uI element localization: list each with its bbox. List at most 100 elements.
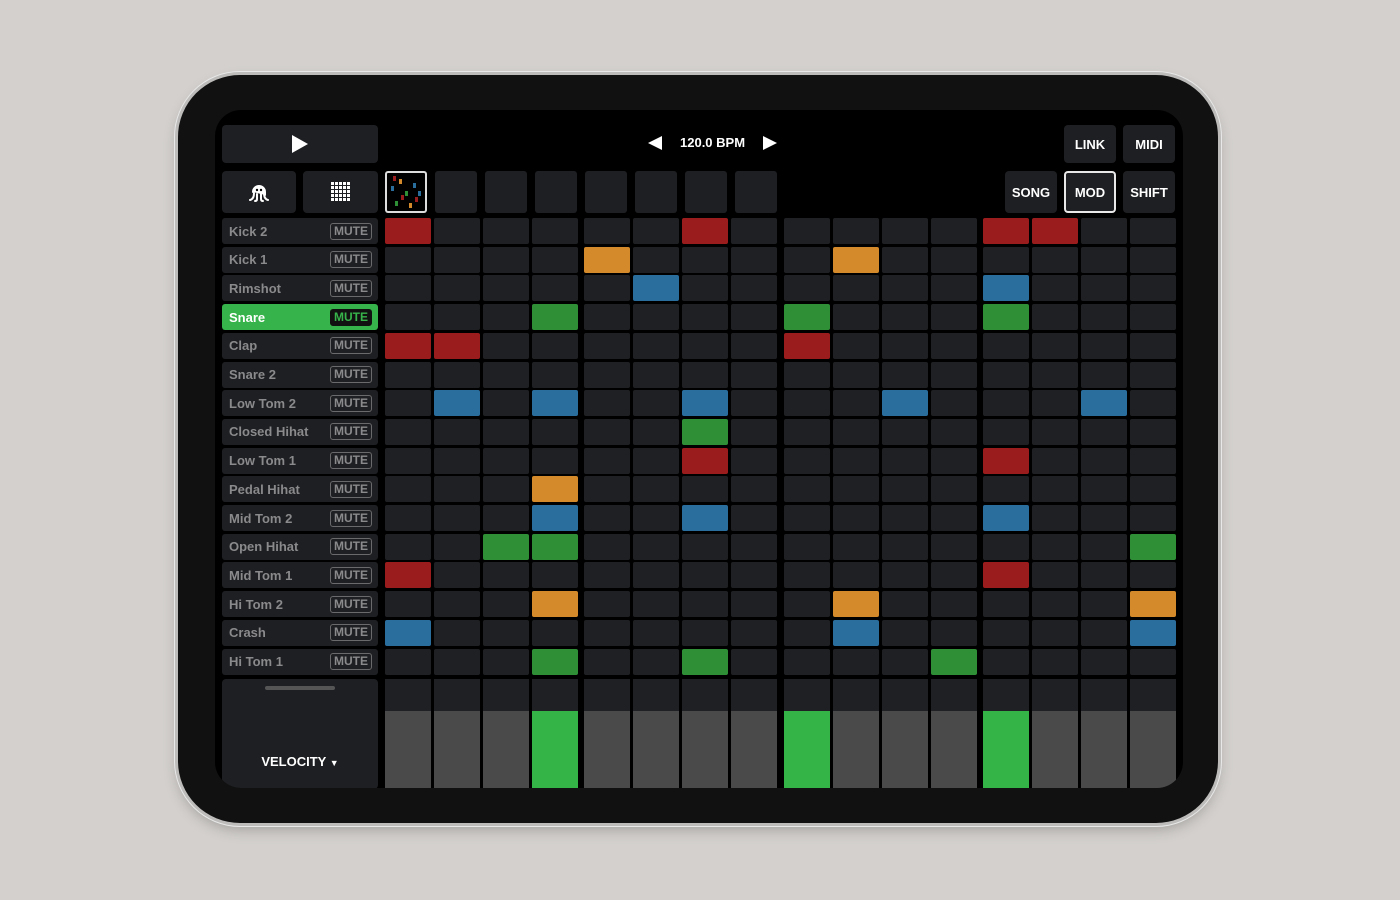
step-cell[interactable] [532, 304, 578, 331]
step-cell[interactable] [1130, 361, 1176, 388]
step-cell[interactable] [931, 418, 977, 445]
octopus-button[interactable] [222, 171, 296, 213]
step-cell[interactable] [532, 619, 578, 646]
step-cell[interactable] [983, 246, 1029, 273]
pattern-slot[interactable] [535, 171, 577, 213]
step-cell[interactable] [682, 476, 728, 503]
step-cell[interactable] [833, 533, 879, 560]
step-cell[interactable] [1081, 246, 1127, 273]
step-cell[interactable] [633, 304, 679, 331]
step-cell[interactable] [731, 505, 777, 531]
step-cell[interactable] [784, 304, 830, 331]
step-cell[interactable] [483, 418, 529, 445]
mute-button[interactable]: MUTE [330, 452, 372, 470]
step-cell[interactable] [1081, 304, 1127, 331]
step-cell[interactable] [633, 476, 679, 503]
mute-button[interactable]: MUTE [330, 566, 372, 584]
step-cell[interactable] [532, 505, 578, 531]
drag-handle[interactable] [265, 686, 335, 690]
step-cell[interactable] [784, 648, 830, 675]
step-cell[interactable] [385, 505, 431, 531]
step-cell[interactable] [532, 275, 578, 302]
step-cell[interactable] [784, 361, 830, 388]
step-cell[interactable] [833, 246, 879, 273]
step-cell[interactable] [833, 390, 879, 417]
step-cell[interactable] [1081, 332, 1127, 359]
track-row[interactable]: Pedal Hihat MUTE [222, 476, 378, 503]
step-cell[interactable] [584, 304, 630, 331]
play-button[interactable] [222, 125, 378, 163]
step-cell[interactable] [682, 505, 728, 531]
step-cell[interactable] [483, 275, 529, 302]
step-cell[interactable] [931, 332, 977, 359]
step-cell[interactable] [983, 648, 1029, 675]
step-cell[interactable] [483, 476, 529, 503]
step-cell[interactable] [1130, 505, 1176, 531]
step-cell[interactable] [434, 648, 480, 675]
step-cell[interactable] [882, 648, 928, 675]
step-cell[interactable] [1081, 361, 1127, 388]
step-cell[interactable] [434, 591, 480, 618]
step-cell[interactable] [1130, 418, 1176, 445]
step-cell[interactable] [532, 390, 578, 417]
track-row[interactable]: Mid Tom 1 MUTE [222, 562, 378, 589]
step-cell[interactable] [1081, 390, 1127, 417]
step-cell[interactable] [434, 562, 480, 589]
step-cell[interactable] [731, 418, 777, 445]
track-row[interactable]: Rimshot MUTE [222, 275, 378, 302]
step-cell[interactable] [532, 476, 578, 503]
step-cell[interactable] [931, 246, 977, 273]
step-cell[interactable] [633, 591, 679, 618]
step-cell[interactable] [784, 619, 830, 646]
step-cell[interactable] [385, 332, 431, 359]
track-row[interactable]: Crash MUTE [222, 619, 378, 646]
step-cell[interactable] [434, 533, 480, 560]
mute-button[interactable]: MUTE [330, 480, 372, 498]
step-cell[interactable] [731, 619, 777, 646]
step-cell[interactable] [633, 390, 679, 417]
step-cell[interactable] [784, 275, 830, 302]
step-cell[interactable] [532, 246, 578, 273]
step-cell[interactable] [882, 332, 928, 359]
step-cell[interactable] [731, 591, 777, 618]
step-cell[interactable] [882, 447, 928, 474]
step-cell[interactable] [1032, 619, 1078, 646]
step-cell[interactable] [882, 390, 928, 417]
step-cell[interactable] [1081, 648, 1127, 675]
step-cell[interactable] [532, 447, 578, 474]
step-cell[interactable] [584, 619, 630, 646]
step-cell[interactable] [1032, 533, 1078, 560]
step-cell[interactable] [833, 304, 879, 331]
step-cell[interactable] [682, 246, 728, 273]
step-cell[interactable] [1130, 218, 1176, 244]
step-cell[interactable] [1130, 533, 1176, 560]
step-cell[interactable] [532, 218, 578, 244]
mute-button[interactable]: MUTE [330, 251, 372, 269]
track-row[interactable]: Low Tom 2 MUTE [222, 390, 378, 417]
mute-button[interactable]: MUTE [330, 279, 372, 297]
pattern-slot[interactable] [385, 171, 427, 213]
step-cell[interactable] [931, 476, 977, 503]
step-cell[interactable] [633, 275, 679, 302]
step-cell[interactable] [633, 619, 679, 646]
step-cell[interactable] [983, 562, 1029, 589]
mute-button[interactable]: MUTE [330, 222, 372, 240]
step-cell[interactable] [682, 533, 728, 560]
track-row[interactable]: Closed Hihat MUTE [222, 418, 378, 445]
step-cell[interactable] [983, 619, 1029, 646]
step-cell[interactable] [833, 418, 879, 445]
step-cell[interactable] [1032, 562, 1078, 589]
step-cell[interactable] [1130, 246, 1176, 273]
step-cell[interactable] [931, 275, 977, 302]
step-cell[interactable] [833, 505, 879, 531]
step-cell[interactable] [882, 505, 928, 531]
step-cell[interactable] [483, 332, 529, 359]
step-cell[interactable] [1130, 447, 1176, 474]
step-cell[interactable] [731, 476, 777, 503]
step-cell[interactable] [833, 275, 879, 302]
step-cell[interactable] [833, 476, 879, 503]
track-row[interactable]: Kick 2 MUTE [222, 218, 378, 244]
mute-button[interactable]: MUTE [330, 308, 372, 326]
step-cell[interactable] [385, 418, 431, 445]
step-cell[interactable] [1130, 390, 1176, 417]
